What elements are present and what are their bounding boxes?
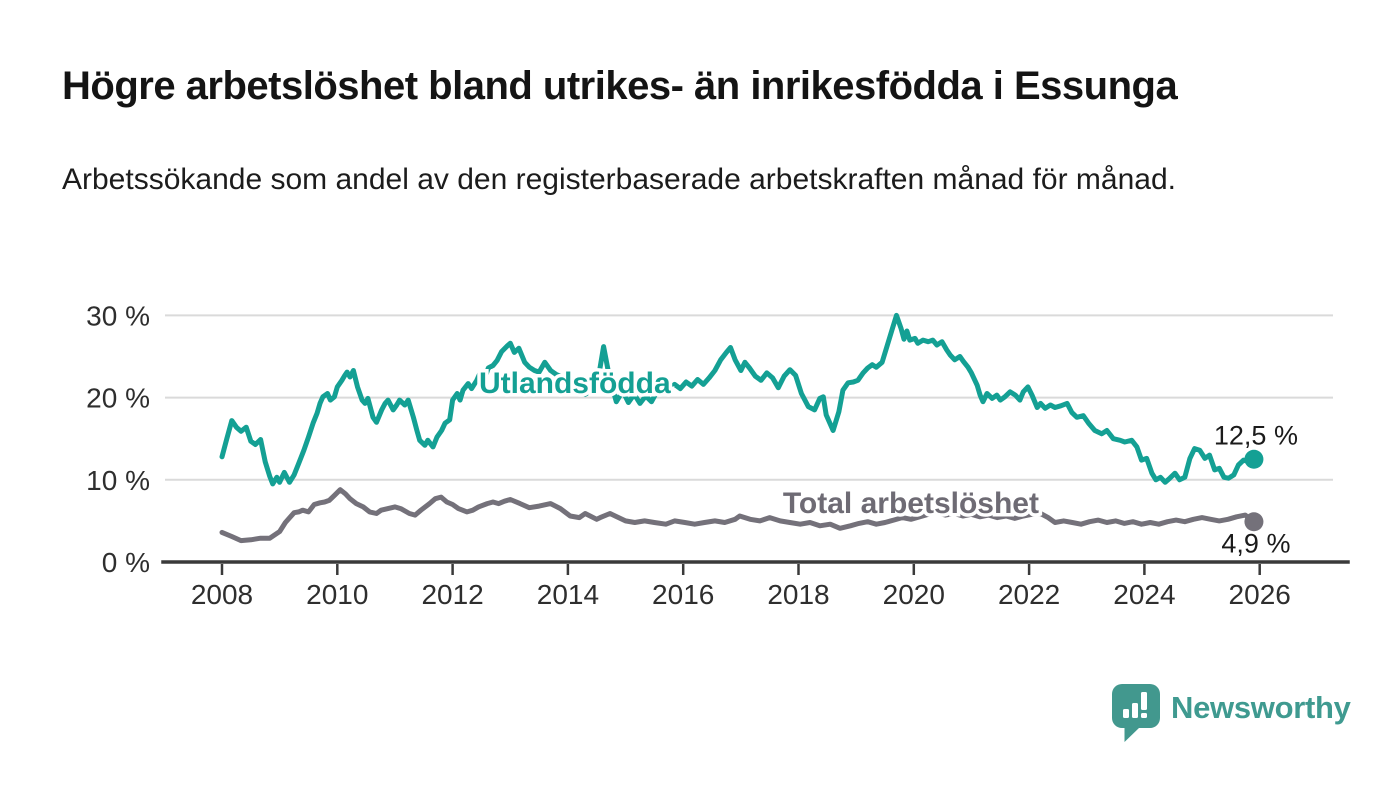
chart-title: Högre arbetslöshet bland utrikes- än inr… [62, 64, 1178, 108]
series-end-value-label: 12,5 % [1214, 420, 1298, 450]
series-line-utlandsfodda [219, 312, 1257, 487]
bar-chart-glyph [1123, 692, 1147, 718]
series-end-value-label: 4,9 % [1221, 529, 1290, 559]
x-tick-label: 2026 [1229, 579, 1291, 610]
series-inline-label: Total arbetslöshet [783, 487, 1039, 520]
series-inline-label: Utlandsfödda [479, 367, 671, 400]
x-tick-label: 2020 [883, 579, 945, 610]
series-line-total [219, 487, 1257, 544]
x-tick-label: 2016 [652, 579, 714, 610]
brand-footer: Newsworthy [1112, 684, 1351, 744]
y-tick-label: 20 % [86, 383, 150, 414]
y-tick-label: 10 % [86, 465, 150, 496]
x-tick-label: 2014 [537, 579, 599, 610]
x-tick-label: 2022 [998, 579, 1060, 610]
y-tick-label: 30 % [86, 300, 150, 331]
x-tick-label: 2010 [306, 579, 368, 610]
x-tick-label: 2018 [767, 579, 829, 610]
x-tick-label: 2024 [1113, 579, 1175, 610]
series-end-dot [1244, 512, 1264, 532]
x-tick-label: 2012 [421, 579, 483, 610]
series-end-dot [1244, 449, 1264, 469]
x-tick-label: 2008 [191, 579, 253, 610]
y-tick-label: 0 % [102, 547, 150, 578]
brand-name: Newsworthy [1171, 690, 1351, 725]
chart-subtitle: Arbetssökande som andel av den registerb… [62, 163, 1176, 196]
newsworthy-logo-icon [1112, 684, 1160, 742]
